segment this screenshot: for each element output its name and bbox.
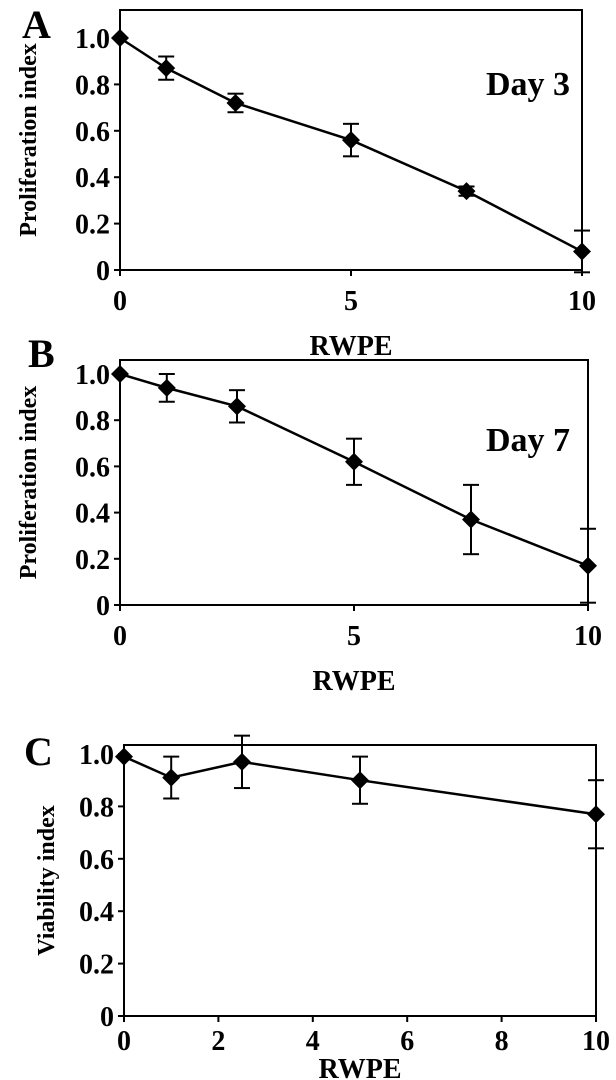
data-point	[115, 747, 133, 766]
data-point	[233, 752, 251, 771]
y-tick-label: 0	[96, 256, 110, 287]
x-tick-label: 6	[400, 1026, 414, 1057]
data-point	[462, 510, 480, 529]
plot-frame	[123, 744, 597, 1017]
y-tick-label: 0.2	[79, 950, 114, 981]
day-annotation: Day 3	[486, 66, 570, 103]
data-point	[579, 556, 597, 575]
x-tick-label: 4	[306, 1026, 320, 1057]
data-point	[157, 59, 176, 78]
y-tick-label: 0	[96, 591, 110, 622]
series-line	[119, 36, 583, 253]
y-tick-label: 1.0	[75, 24, 110, 55]
y-tick-label: 0.8	[79, 792, 114, 823]
x-tick-label: 0	[113, 286, 127, 317]
x-axis-label: RWPE	[309, 331, 392, 362]
panel-letter: C	[24, 729, 53, 774]
x-tick-label: 5	[347, 621, 361, 652]
y-axis-label: Viability index	[34, 805, 60, 955]
y-tick-label: 0.6	[79, 845, 114, 876]
y-tick-label: 1.0	[75, 360, 110, 391]
y-tick-label: 1.0	[79, 740, 114, 771]
y-tick-label: 0.4	[75, 499, 110, 530]
y-tick-label: 0.4	[79, 897, 114, 928]
x-tick-label: 10	[568, 286, 596, 317]
panel-a: 0 0.2 0.4 0.6 0.8 1.0 0 5 10 Proliferation index R…	[16, 2, 596, 362]
data-point	[162, 768, 181, 787]
panel-letter: A	[22, 2, 51, 47]
panel-c: 0 0.2 0.4 0.6 0.8 1.0 0 2 4 6 8 10 Viability index RW…	[24, 729, 610, 1080]
y-axis-label: Proliferation index	[16, 386, 42, 580]
data-point	[351, 771, 369, 790]
data-point	[457, 182, 476, 201]
x-tick-label: 5	[344, 286, 358, 317]
x-tick-label: 10	[582, 1026, 610, 1057]
x-tick-label: 0	[113, 621, 127, 652]
data-point	[111, 29, 129, 47]
x-tick-label: 0	[117, 1026, 131, 1057]
data-point	[342, 131, 360, 150]
data-point	[573, 242, 591, 261]
y-tick-label: 0.6	[75, 117, 110, 148]
y-tick-label: 0.8	[75, 406, 110, 437]
y-tick-label: 0.8	[75, 70, 110, 101]
y-tick-label: 0.4	[75, 163, 110, 194]
y-tick-label: 0	[100, 1002, 114, 1033]
x-axis-label: RWPE	[318, 1054, 401, 1080]
x-tick-label: 2	[211, 1026, 225, 1057]
panel-b: 0 0.2 0.4 0.6 0.8 1.0 0 5 10 Proliferation index R…	[16, 331, 602, 697]
panel-letter: B	[28, 331, 55, 376]
data-point	[226, 93, 245, 112]
day-annotation: Day 7	[486, 422, 570, 459]
x-tick-label: 10	[574, 621, 602, 652]
y-tick-label: 0.2	[75, 545, 110, 576]
x-axis-label: RWPE	[312, 666, 395, 697]
series-line	[119, 372, 589, 567]
data-point	[345, 452, 363, 471]
y-tick-label: 0.6	[75, 452, 110, 483]
data-point	[111, 365, 129, 383]
x-tick-label: 8	[495, 1026, 509, 1057]
y-tick-label: 0.2	[75, 210, 110, 241]
data-point	[157, 378, 176, 397]
data-point	[587, 805, 605, 824]
data-point	[228, 397, 246, 416]
y-axis-label: Proliferation index	[16, 43, 42, 237]
